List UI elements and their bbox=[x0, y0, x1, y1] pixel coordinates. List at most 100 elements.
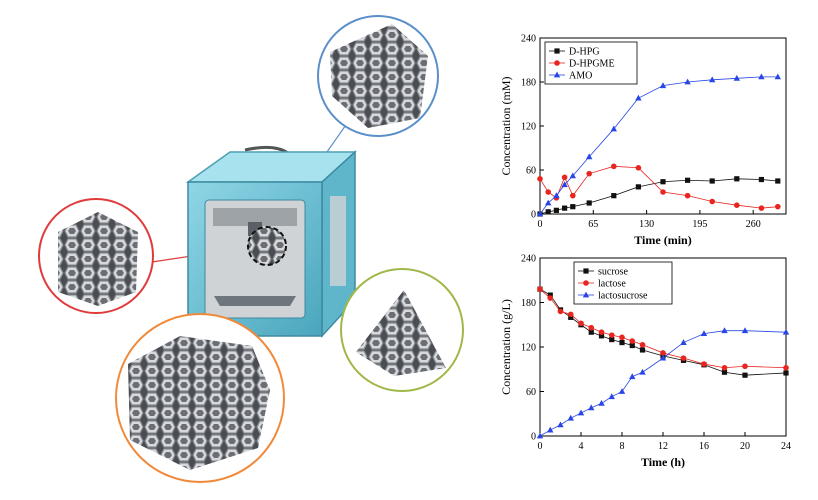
data-point bbox=[588, 404, 595, 411]
data-point bbox=[775, 203, 781, 210]
y-tick-label: 120 bbox=[521, 122, 536, 133]
x-tick-label: 0 bbox=[538, 441, 543, 452]
legend-label: AMO bbox=[569, 71, 592, 82]
data-point bbox=[721, 327, 728, 334]
y-tick-label: 180 bbox=[521, 78, 536, 89]
legend-label: D-HPG bbox=[569, 47, 600, 58]
legend-label: lactose bbox=[598, 279, 626, 290]
y-axis-label: Concentration (mM) bbox=[499, 77, 513, 176]
data-point bbox=[569, 172, 576, 179]
data-point bbox=[611, 163, 617, 170]
data-point bbox=[709, 198, 715, 205]
legend-marker bbox=[554, 48, 560, 54]
data-point bbox=[734, 202, 740, 208]
data-point bbox=[684, 78, 691, 85]
data-point bbox=[660, 179, 666, 185]
data-point bbox=[660, 350, 666, 356]
x-tick-label: 12 bbox=[658, 441, 668, 452]
data-point bbox=[577, 409, 585, 416]
data-point bbox=[588, 324, 595, 331]
data-point bbox=[536, 210, 544, 217]
data-point bbox=[639, 347, 646, 353]
x-axis-label: Time (min) bbox=[634, 233, 691, 247]
printed-lattice bbox=[247, 226, 287, 266]
data-point bbox=[609, 336, 615, 343]
printer-illustration bbox=[38, 15, 464, 483]
data-point bbox=[783, 364, 789, 371]
data-point bbox=[553, 207, 559, 213]
data-point bbox=[742, 372, 748, 378]
x-tick-label: 24 bbox=[781, 441, 791, 452]
x-axis-label: Time (h) bbox=[641, 455, 685, 469]
data-point bbox=[567, 414, 574, 421]
data-point bbox=[611, 193, 617, 199]
data-point bbox=[629, 342, 635, 349]
data-point bbox=[562, 205, 568, 211]
data-point bbox=[680, 339, 687, 345]
data-point bbox=[774, 73, 781, 80]
data-point bbox=[721, 364, 728, 371]
data-point bbox=[545, 189, 551, 195]
x-tick-label: 260 bbox=[746, 219, 761, 230]
data-point bbox=[684, 192, 691, 199]
x-tick-label: 195 bbox=[692, 219, 707, 230]
data-point bbox=[700, 330, 708, 337]
x-tick-label: 130 bbox=[639, 219, 654, 230]
data-point bbox=[586, 153, 593, 160]
data-point bbox=[635, 184, 641, 190]
x-tick-label: 0 bbox=[538, 219, 543, 230]
data-point bbox=[537, 176, 543, 182]
data-point bbox=[680, 355, 687, 361]
data-point bbox=[598, 333, 605, 339]
x-tick-label: 65 bbox=[588, 219, 598, 230]
y-tick-label: 60 bbox=[526, 166, 536, 177]
data-point bbox=[553, 192, 560, 199]
data-point bbox=[660, 189, 666, 195]
legend-label: lactosucrose bbox=[598, 291, 648, 302]
legend-marker bbox=[583, 280, 589, 286]
y-tick-label: 60 bbox=[526, 387, 536, 398]
y-tick-label: 240 bbox=[521, 34, 536, 45]
y-tick-label: 180 bbox=[521, 298, 536, 309]
zoom-circle-red bbox=[38, 198, 154, 314]
data-point bbox=[567, 311, 574, 318]
data-point bbox=[608, 332, 615, 338]
data-point bbox=[545, 209, 551, 215]
data-point bbox=[629, 373, 636, 380]
data-point bbox=[619, 339, 625, 346]
data-point bbox=[635, 94, 642, 101]
legend-marker bbox=[582, 291, 590, 298]
data-point bbox=[578, 320, 584, 327]
data-point bbox=[639, 341, 646, 348]
series-line bbox=[539, 76, 778, 215]
data-point bbox=[758, 205, 765, 211]
series-line bbox=[539, 178, 778, 215]
data-point bbox=[639, 368, 646, 375]
data-point bbox=[570, 204, 576, 210]
data-point bbox=[618, 388, 626, 394]
data-point bbox=[659, 354, 667, 361]
data-point bbox=[619, 334, 625, 341]
data-point bbox=[783, 370, 789, 376]
data-point bbox=[570, 192, 576, 199]
data-point bbox=[610, 125, 617, 132]
zoom-circle-blue bbox=[317, 15, 439, 137]
legend-marker bbox=[553, 71, 561, 78]
data-point bbox=[588, 329, 594, 335]
data-point bbox=[741, 327, 749, 334]
data-point bbox=[721, 369, 728, 375]
y-tick-label: 240 bbox=[521, 254, 536, 265]
x-tick-label: 16 bbox=[699, 441, 709, 452]
data-point bbox=[586, 200, 592, 206]
y-tick-label: 120 bbox=[521, 343, 536, 354]
data-point bbox=[629, 338, 636, 344]
legend-label: D-HPGME bbox=[569, 59, 615, 70]
y-tick-label: 0 bbox=[531, 432, 536, 443]
y-axis-label: Concentration (g/L) bbox=[499, 299, 513, 395]
data-point bbox=[598, 399, 605, 406]
legend-marker bbox=[554, 60, 560, 66]
data-point bbox=[537, 286, 543, 292]
data-point bbox=[561, 174, 568, 181]
legend-marker bbox=[583, 268, 589, 274]
data-point bbox=[547, 426, 554, 433]
